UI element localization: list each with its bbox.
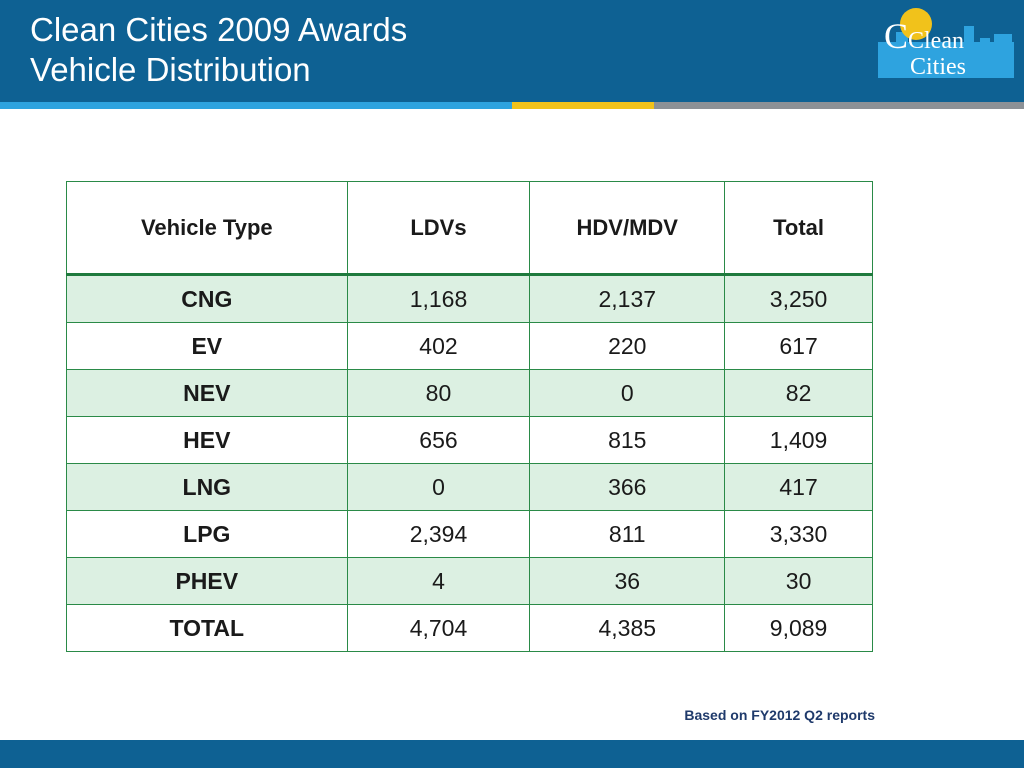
logo-text-cities: Cities — [910, 54, 966, 80]
cell-ldvs: 656 — [346, 416, 531, 464]
row-label: EV — [66, 322, 348, 370]
vehicle-distribution-table: Vehicle Type LDVs HDV/MDV Total CNG 1,16… — [66, 181, 873, 652]
cell-hdv-mdv: 4,385 — [529, 604, 726, 652]
row-label: HEV — [66, 416, 348, 464]
table-row: LNG 0 366 417 — [66, 463, 873, 511]
cell-ldvs: 4,704 — [346, 604, 531, 652]
table-row: PHEV 4 36 30 — [66, 557, 873, 605]
table-row: NEV 80 0 82 — [66, 369, 873, 417]
logo-skyline-base — [878, 42, 1014, 78]
table-row: TOTAL 4,704 4,385 9,089 — [66, 604, 873, 652]
table-header-row: Vehicle Type LDVs HDV/MDV Total — [66, 181, 873, 275]
cell-ldvs: 4 — [346, 557, 531, 605]
row-label: PHEV — [66, 557, 348, 605]
cell-total: 30 — [724, 557, 873, 605]
table-row: EV 402 220 617 — [66, 322, 873, 370]
cell-ldvs: 80 — [346, 369, 531, 417]
header-vehicle-type: Vehicle Type — [66, 181, 348, 275]
cell-hdv-mdv: 366 — [529, 463, 726, 511]
logo-letter-c: C — [884, 16, 908, 56]
cell-hdv-mdv: 220 — [529, 322, 726, 370]
row-label: LNG — [66, 463, 348, 511]
cell-hdv-mdv: 36 — [529, 557, 726, 605]
header-hdv-mdv: HDV/MDV — [529, 181, 726, 275]
row-label: TOTAL — [66, 604, 348, 652]
logo-text-clean: Clean — [908, 28, 964, 54]
divider-stripe-yellow — [512, 102, 654, 109]
row-label: NEV — [66, 369, 348, 417]
footnote: Based on FY2012 Q2 reports — [684, 707, 875, 723]
clean-cities-logo: C Clean Cities — [878, 8, 1014, 80]
cell-hdv-mdv: 811 — [529, 510, 726, 558]
page-title: Clean Cities 2009 Awards Vehicle Distrib… — [30, 10, 407, 90]
table-row: LPG 2,394 811 3,330 — [66, 510, 873, 558]
cell-total: 3,250 — [724, 274, 873, 323]
cell-ldvs: 0 — [346, 463, 531, 511]
cell-total: 417 — [724, 463, 873, 511]
footer-bar — [0, 740, 1024, 768]
divider-stripe-gray — [654, 102, 1024, 109]
row-label: CNG — [66, 274, 348, 323]
cell-total: 82 — [724, 369, 873, 417]
header-bar: Clean Cities 2009 Awards Vehicle Distrib… — [0, 0, 1024, 102]
title-line-1: Clean Cities 2009 Awards — [30, 11, 408, 48]
title-line-2: Vehicle Distribution — [30, 51, 311, 88]
cell-ldvs: 2,394 — [346, 510, 531, 558]
sun-icon — [900, 8, 932, 40]
cell-ldvs: 402 — [346, 322, 531, 370]
table-row: HEV 656 815 1,409 — [66, 416, 873, 464]
cell-total: 9,089 — [724, 604, 873, 652]
divider-stripe-blue — [0, 102, 512, 109]
cell-hdv-mdv: 815 — [529, 416, 726, 464]
header-ldvs: LDVs — [346, 181, 531, 275]
cell-hdv-mdv: 2,137 — [529, 274, 726, 323]
cell-total: 617 — [724, 322, 873, 370]
header-total: Total — [724, 181, 873, 275]
cell-hdv-mdv: 0 — [529, 369, 726, 417]
table-row: CNG 1,168 2,137 3,250 — [66, 274, 873, 323]
cell-total: 1,409 — [724, 416, 873, 464]
row-label: LPG — [66, 510, 348, 558]
cell-total: 3,330 — [724, 510, 873, 558]
cell-ldvs: 1,168 — [346, 274, 531, 323]
